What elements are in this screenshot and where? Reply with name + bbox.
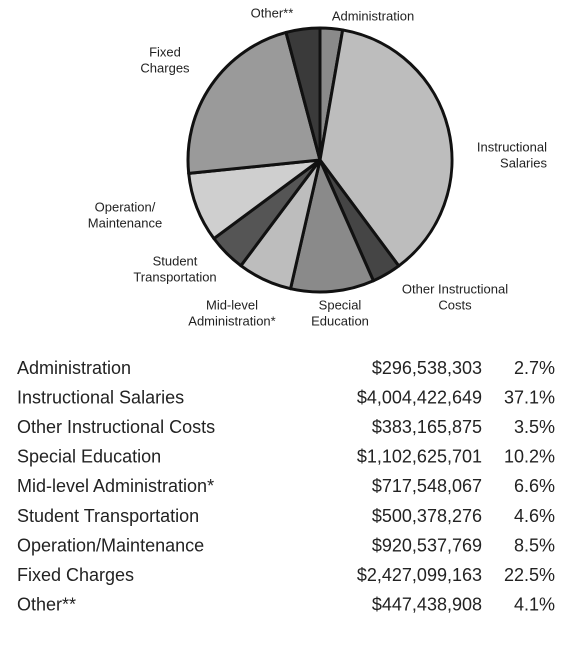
row-name: Student Transportation bbox=[17, 506, 199, 526]
row-name: Fixed Charges bbox=[17, 565, 134, 585]
row-amount: $717,548,067 bbox=[372, 476, 482, 496]
slice-label: Instructional bbox=[477, 139, 547, 154]
row-percent: 22.5% bbox=[504, 565, 555, 585]
slice-label: Administration* bbox=[188, 313, 275, 328]
row-name: Special Education bbox=[17, 447, 161, 467]
pie-slice bbox=[318, 28, 454, 268]
slice-label: Education bbox=[311, 313, 369, 328]
row-amount: $447,438,908 bbox=[372, 595, 482, 615]
row-amount: $4,004,422,649 bbox=[357, 387, 482, 407]
row-percent: 6.6% bbox=[514, 476, 555, 496]
slice-label: Operation/ bbox=[95, 199, 156, 214]
row-percent: 8.5% bbox=[514, 535, 555, 555]
pie-slice bbox=[284, 26, 322, 162]
slice-label: Special bbox=[319, 297, 362, 312]
row-amount: $383,165,875 bbox=[372, 417, 482, 437]
slice-label: Administration bbox=[332, 8, 414, 23]
row-percent: 4.1% bbox=[514, 595, 555, 615]
row-amount: $920,537,769 bbox=[372, 535, 482, 555]
row-percent: 4.6% bbox=[514, 506, 555, 526]
row-amount: $1,102,625,701 bbox=[357, 447, 482, 467]
slice-label: Fixed bbox=[149, 44, 181, 59]
row-name: Other** bbox=[17, 595, 76, 615]
pie-slice bbox=[186, 30, 322, 175]
row-amount: $500,378,276 bbox=[372, 506, 482, 526]
slice-label: Costs bbox=[438, 297, 472, 312]
slice-label: Charges bbox=[140, 60, 190, 75]
row-percent: 10.2% bbox=[504, 447, 555, 467]
slice-label: Student bbox=[153, 253, 198, 268]
slice-label: Other Instructional bbox=[402, 281, 508, 296]
row-percent: 37.1% bbox=[504, 387, 555, 407]
row-percent: 2.7% bbox=[514, 358, 555, 378]
row-amount: $296,538,303 bbox=[372, 358, 482, 378]
row-name: Operation/Maintenance bbox=[17, 535, 204, 555]
slice-label: Transportation bbox=[133, 269, 216, 284]
row-name: Other Instructional Costs bbox=[17, 417, 215, 437]
slice-label: Mid-level bbox=[206, 297, 258, 312]
row-name: Mid-level Administration* bbox=[17, 476, 214, 496]
row-amount: $2,427,099,163 bbox=[357, 565, 482, 585]
slice-label: Other** bbox=[251, 5, 294, 20]
row-percent: 3.5% bbox=[514, 417, 555, 437]
pie-slice bbox=[289, 158, 375, 294]
row-name: Instructional Salaries bbox=[17, 387, 184, 407]
slice-label: Salaries bbox=[500, 155, 547, 170]
row-name: Administration bbox=[17, 358, 131, 378]
slice-label: Maintenance bbox=[88, 215, 162, 230]
